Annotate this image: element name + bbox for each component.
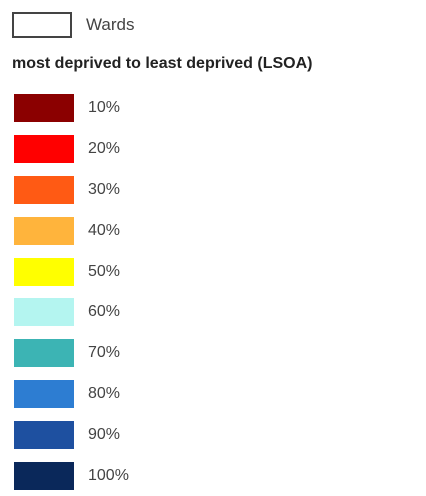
legend-class-item: 100% — [14, 455, 129, 496]
legend-class-item: 60% — [14, 292, 129, 333]
legend-class-item: 80% — [14, 374, 129, 415]
legend-class-item: 70% — [14, 333, 129, 374]
legend-class-label: 70% — [88, 344, 121, 362]
legend-color-swatch — [14, 420, 74, 449]
legend-color-swatch — [14, 216, 74, 245]
map-legend: Wards most deprived to least deprived (L… — [12, 10, 313, 490]
legend-color-swatch — [14, 339, 74, 368]
legend-color-swatch — [14, 94, 74, 123]
legend-title: most deprived to least deprived (LSOA) — [12, 55, 313, 72]
legend-class-item: 10% — [14, 88, 129, 129]
legend-class-label: 90% — [88, 425, 121, 443]
wards-label: Wards — [86, 15, 135, 34]
legend-color-swatch — [14, 257, 74, 286]
wards-legend-entry: Wards — [12, 10, 135, 40]
legend-color-swatch — [14, 379, 74, 408]
legend-class-label: 10% — [88, 99, 121, 117]
legend-class-item: 50% — [14, 251, 129, 292]
legend-class-item: 30% — [14, 170, 129, 211]
legend-class-label: 20% — [88, 140, 121, 158]
legend-color-swatch — [14, 461, 74, 490]
legend-class-item: 90% — [14, 414, 129, 455]
legend-class-label: 100% — [88, 466, 129, 484]
legend-color-swatch — [14, 298, 74, 327]
legend-class-label: 60% — [88, 303, 121, 321]
legend-class-label: 30% — [88, 180, 121, 198]
deprivation-class-list: 10% 20% 30% 40% 50% 60% 70% 80% 90% 100% — [14, 88, 129, 496]
wards-boundary-swatch — [12, 12, 72, 38]
legend-class-label: 50% — [88, 262, 121, 280]
legend-class-label: 80% — [88, 384, 121, 402]
legend-color-swatch — [14, 135, 74, 164]
legend-color-swatch — [14, 175, 74, 204]
legend-class-label: 40% — [88, 221, 121, 239]
legend-class-item: 40% — [14, 210, 129, 251]
legend-class-item: 20% — [14, 129, 129, 170]
